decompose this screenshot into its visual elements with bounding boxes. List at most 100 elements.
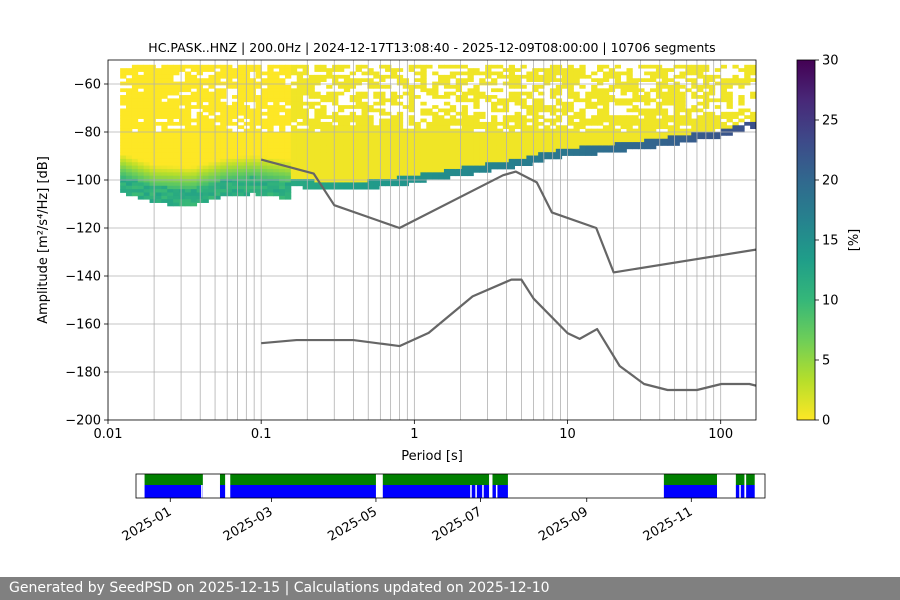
- heatmap-cell: [290, 108, 298, 113]
- heatmap-cell: [673, 88, 680, 93]
- heatmap-cell: [667, 132, 674, 136]
- heatmap-cell: [708, 115, 716, 119]
- heatmap-cell: [508, 135, 516, 140]
- heatmap-cell: [296, 91, 304, 96]
- heatmap-cell: [426, 132, 433, 136]
- availability-bar-green: [746, 474, 755, 485]
- heatmap-cell: [614, 135, 621, 140]
- heatmap-cell: [496, 64, 504, 69]
- heatmap-cell: [126, 101, 133, 106]
- heatmap-cell: [249, 165, 256, 170]
- heatmap-cell: [131, 175, 139, 180]
- heatmap-cell: [249, 68, 256, 72]
- heatmap-cell: [332, 78, 339, 82]
- heatmap-cell: [408, 118, 415, 123]
- heatmap-cell: [461, 132, 468, 136]
- heatmap-cell: [602, 101, 610, 106]
- heatmap-cell: [408, 145, 415, 150]
- heatmap-cell: [137, 78, 145, 82]
- heatmap-cell: [602, 105, 610, 109]
- heatmap-cell: [290, 182, 298, 187]
- heatmap-cell: [373, 101, 380, 106]
- heatmap-cell: [461, 121, 468, 126]
- availability-gap: [201, 485, 203, 498]
- heatmap-cell: [308, 162, 315, 166]
- heatmap-cell: [120, 111, 127, 116]
- heatmap-cell: [720, 125, 727, 130]
- heatmap-cell: [520, 155, 527, 160]
- heatmap-cell: [143, 189, 150, 193]
- heatmap-cell: [691, 128, 698, 133]
- heatmap-cell: [579, 108, 586, 113]
- heatmap-cell: [502, 98, 510, 103]
- heatmap-cell: [332, 128, 339, 133]
- heatmap-cell: [390, 95, 398, 99]
- heatmap-cell: [361, 175, 368, 180]
- heatmap-cell: [184, 118, 192, 123]
- heatmap-cell: [284, 155, 292, 160]
- heatmap-cell: [673, 125, 680, 130]
- heatmap-cell: [567, 132, 574, 136]
- heatmap-cell: [379, 162, 386, 166]
- heatmap-cell: [143, 121, 150, 126]
- heatmap-cell: [296, 179, 304, 183]
- heatmap-cell: [120, 189, 127, 193]
- heatmap-cell: [314, 148, 321, 153]
- heatmap-cell: [155, 78, 162, 82]
- heatmap-cell: [155, 162, 162, 166]
- heatmap-cell: [149, 125, 156, 130]
- heatmap-cell: [249, 95, 256, 99]
- heatmap-cell: [261, 145, 268, 150]
- heatmap-cell: [249, 118, 256, 123]
- heatmap-cell: [131, 74, 139, 79]
- heatmap-cell: [579, 152, 586, 156]
- heatmap-cell: [720, 115, 727, 119]
- heatmap-cell: [131, 172, 139, 177]
- heatmap-cell: [697, 68, 704, 72]
- heatmap-cell: [143, 172, 150, 177]
- heatmap-cell: [532, 142, 539, 146]
- heatmap-cell: [414, 142, 421, 146]
- heatmap-cell: [626, 135, 633, 140]
- heatmap-cell: [343, 155, 351, 160]
- heatmap-cell: [379, 128, 386, 133]
- heatmap-cell: [255, 142, 262, 146]
- heatmap-cell: [273, 135, 280, 140]
- heatmap-cell: [679, 95, 686, 99]
- heatmap-cell: [202, 145, 209, 150]
- heatmap-cell: [532, 84, 539, 89]
- heatmap-cell: [661, 68, 669, 72]
- heatmap-cell: [126, 155, 133, 160]
- heatmap-cell: [231, 115, 239, 119]
- heatmap-cell: [608, 68, 616, 72]
- heatmap-cell: [491, 158, 498, 163]
- heatmap-cell: [149, 91, 156, 96]
- heatmap-cell: [137, 121, 145, 126]
- heatmap-cell: [255, 145, 262, 150]
- heatmap-cell: [538, 158, 545, 163]
- heatmap-cell: [414, 138, 421, 143]
- heatmap-cell: [137, 185, 145, 190]
- heatmap-cell: [373, 132, 380, 136]
- heatmap-cell: [467, 152, 474, 156]
- heatmap-cell: [231, 179, 239, 183]
- heatmap-cell: [361, 135, 368, 140]
- heatmap-cell: [502, 68, 510, 72]
- heatmap-cell: [396, 115, 404, 119]
- heatmap-cell: [402, 152, 410, 156]
- availability-gap: [744, 485, 746, 498]
- heatmap-cell: [744, 68, 751, 72]
- heatmap-cell: [520, 84, 527, 89]
- heatmap-cell: [573, 145, 580, 150]
- heatmap-cell: [750, 91, 756, 96]
- heatmap-cell: [226, 162, 233, 166]
- heatmap-cell: [249, 108, 256, 113]
- heatmap-cell: [532, 118, 539, 123]
- heatmap-cell: [597, 108, 604, 113]
- heatmap-cell: [208, 165, 215, 170]
- heatmap-cell: [243, 78, 251, 82]
- heatmap-cell: [302, 108, 309, 113]
- heatmap-cell: [249, 111, 256, 116]
- heatmap-cell: [491, 125, 498, 130]
- heatmap-cell: [290, 135, 298, 140]
